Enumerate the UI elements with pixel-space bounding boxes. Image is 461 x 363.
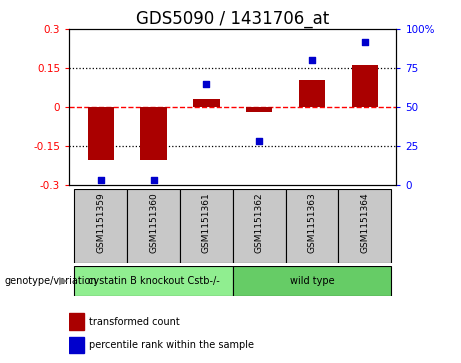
Point xyxy=(150,178,157,183)
Text: transformed count: transformed count xyxy=(89,317,179,327)
Text: GSM1151360: GSM1151360 xyxy=(149,192,158,253)
Text: ▶: ▶ xyxy=(59,276,67,286)
Bar xyxy=(246,107,272,112)
Point xyxy=(97,178,105,183)
Bar xyxy=(141,107,167,160)
Text: cystatin B knockout Cstb-/-: cystatin B knockout Cstb-/- xyxy=(88,276,219,286)
Bar xyxy=(233,189,286,263)
Bar xyxy=(299,80,325,107)
Bar xyxy=(69,313,84,330)
Text: GSM1151364: GSM1151364 xyxy=(361,192,369,253)
Bar xyxy=(69,337,84,354)
Text: genotype/variation: genotype/variation xyxy=(5,276,97,286)
Title: GDS5090 / 1431706_at: GDS5090 / 1431706_at xyxy=(136,10,330,28)
Point xyxy=(308,57,316,63)
Bar xyxy=(88,107,114,160)
Bar xyxy=(74,189,127,263)
Text: GSM1151362: GSM1151362 xyxy=(254,192,264,253)
Bar xyxy=(193,99,219,107)
Bar xyxy=(180,189,233,263)
Point xyxy=(203,81,210,87)
Bar xyxy=(338,189,391,263)
Point xyxy=(361,38,368,44)
Bar xyxy=(127,189,180,263)
Text: GSM1151363: GSM1151363 xyxy=(307,192,317,253)
Point xyxy=(255,139,263,144)
Text: GSM1151361: GSM1151361 xyxy=(202,192,211,253)
Bar xyxy=(233,266,391,296)
Text: wild type: wild type xyxy=(290,276,334,286)
Text: GSM1151359: GSM1151359 xyxy=(96,192,105,253)
Text: percentile rank within the sample: percentile rank within the sample xyxy=(89,340,254,350)
Bar xyxy=(286,189,338,263)
Bar xyxy=(74,266,233,296)
Bar xyxy=(352,65,378,107)
